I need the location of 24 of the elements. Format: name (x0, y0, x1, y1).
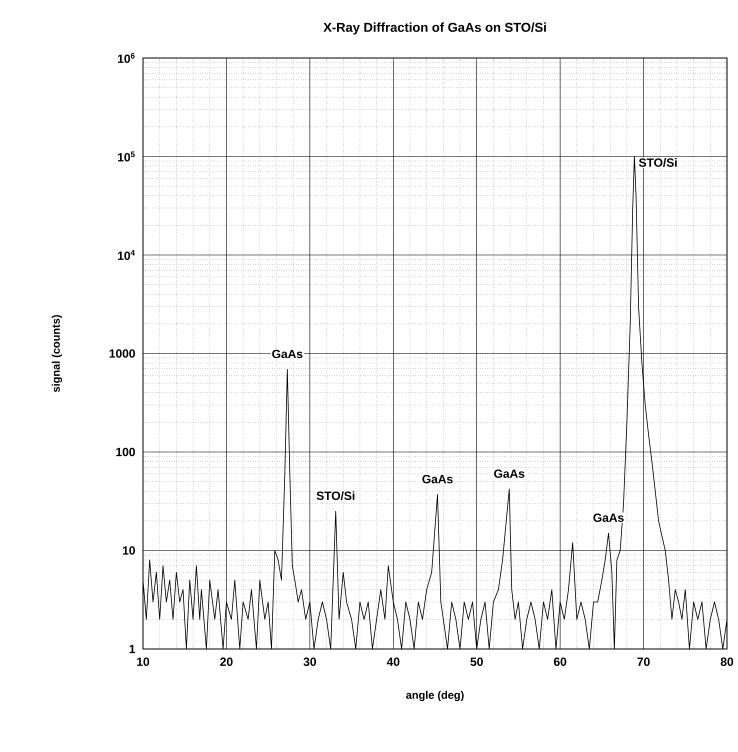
x-tick-label: 80 (720, 658, 734, 666)
annotation: GaAs (593, 513, 624, 522)
x-axis-title: angle (deg) (406, 690, 464, 702)
y-axis-title: signal (counts) (52, 315, 62, 392)
y-tick-label: 100 (116, 448, 135, 456)
x-tick-label: 10 (137, 658, 150, 666)
annotation: GaAs (494, 469, 524, 478)
x-tick-label: 40 (386, 658, 400, 666)
x-tick-label: 30 (303, 658, 316, 666)
y-tick-label: 1000 (110, 349, 135, 358)
annotation: STO/Si (316, 491, 354, 500)
chart-title: X-Ray Diffraction of GaAs on STO/Si (323, 22, 546, 34)
x-tick-label: 50 (470, 658, 483, 666)
x-tick-label: 70 (637, 658, 650, 666)
y-tick-label: 1 (130, 644, 136, 654)
y-tick-label: 10$^{6}$ (118, 52, 135, 63)
annotation: STO/Si (638, 158, 677, 167)
y-tick-label: 10$^{5}$ (118, 152, 135, 162)
y-tick-label: 10 (122, 546, 135, 555)
y-tick-label: 10$^{4}$ (118, 250, 135, 260)
annotation: GaAs (422, 474, 453, 484)
annotation: GaAs (272, 350, 302, 358)
x-tick-label: 20 (220, 658, 233, 666)
x-tick-label: 60 (554, 658, 566, 666)
